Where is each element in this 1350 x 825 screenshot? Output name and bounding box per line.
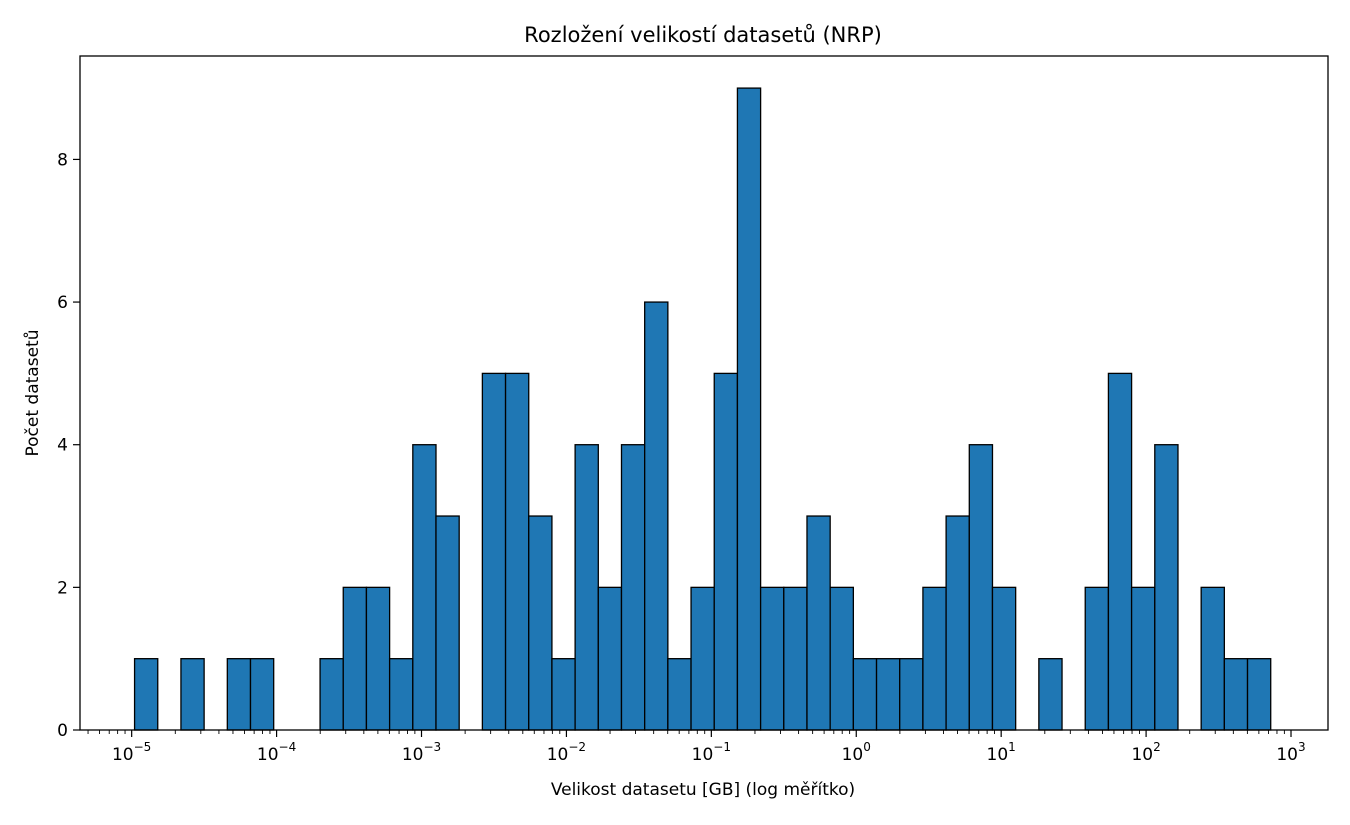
histogram-bar	[1130, 586, 1156, 731]
histogram-bar	[690, 586, 715, 731]
histogram-bar	[597, 586, 623, 731]
histogram-bar	[968, 444, 994, 731]
histogram-bar	[342, 586, 368, 731]
histogram-bar	[806, 515, 831, 731]
x-tick-label: 10−5	[112, 740, 151, 765]
chart-title: Rozložení velikostí datasetů (NRP)	[524, 23, 882, 47]
histogram-bar	[875, 658, 901, 731]
x-tick-label: 10−3	[402, 740, 441, 765]
histogram-bar	[551, 658, 576, 731]
histogram-bar	[713, 372, 739, 731]
histogram-bar	[435, 515, 460, 731]
histogram-bar	[412, 444, 437, 731]
histogram-bar	[829, 586, 855, 731]
histogram-bar	[1038, 658, 1063, 731]
y-tick-label: 0	[57, 721, 68, 741]
x-tick-label: 101	[987, 740, 1016, 765]
histogram-bar	[644, 301, 669, 731]
histogram-bar	[133, 658, 159, 731]
histogram-bar	[899, 658, 924, 731]
x-tick-label: 100	[842, 740, 871, 765]
x-axis-label: Velikost datasetu [GB] (log měřítko)	[551, 780, 855, 800]
bars-group	[133, 87, 1272, 731]
histogram-bar	[249, 658, 275, 731]
x-tick-label: 10−4	[257, 740, 296, 765]
histogram-bar	[1223, 658, 1249, 731]
x-tick-label: 103	[1276, 740, 1305, 765]
x-tick-label: 10−2	[547, 740, 586, 765]
histogram-bar	[481, 372, 507, 731]
histogram-bar	[922, 586, 947, 731]
y-tick-label: 8	[57, 150, 68, 170]
histogram-bar	[783, 586, 808, 731]
histogram-bar	[736, 87, 762, 731]
histogram-bar	[574, 444, 599, 731]
histogram-bar	[1246, 658, 1272, 731]
histogram-bar	[226, 658, 252, 731]
histogram-bar	[991, 586, 1017, 731]
y-axis-ticks: 0 2 4 6 8	[57, 150, 80, 741]
y-axis-label: Počet datasetů	[23, 330, 43, 457]
x-axis-ticks: 10−5 10−4 10−3 10−2 10−1 100 101 102 103	[87, 730, 1306, 765]
x-tick-label: 10−1	[692, 740, 731, 765]
plot-frame	[79, 55, 1329, 731]
histogram-bar	[180, 658, 205, 731]
histogram-bar	[1084, 586, 1110, 731]
histogram-bar	[759, 586, 785, 731]
y-tick-label: 2	[57, 578, 68, 598]
histogram-bar	[1107, 372, 1133, 731]
histogram-bar	[388, 658, 414, 731]
y-tick-label: 4	[57, 436, 68, 456]
histogram-bar	[852, 658, 878, 731]
histogram-bar	[945, 515, 970, 731]
histogram-bar	[365, 586, 391, 731]
y-tick-label: 6	[57, 293, 68, 313]
x-tick-label: 102	[1131, 740, 1160, 765]
histogram-bar	[1154, 444, 1179, 731]
histogram-bar	[667, 658, 692, 731]
histogram-bar	[1200, 586, 1225, 731]
histogram-bar	[528, 515, 553, 731]
histogram-bar	[319, 658, 344, 731]
histogram-bar	[504, 372, 530, 731]
histogram-bar	[620, 444, 646, 731]
